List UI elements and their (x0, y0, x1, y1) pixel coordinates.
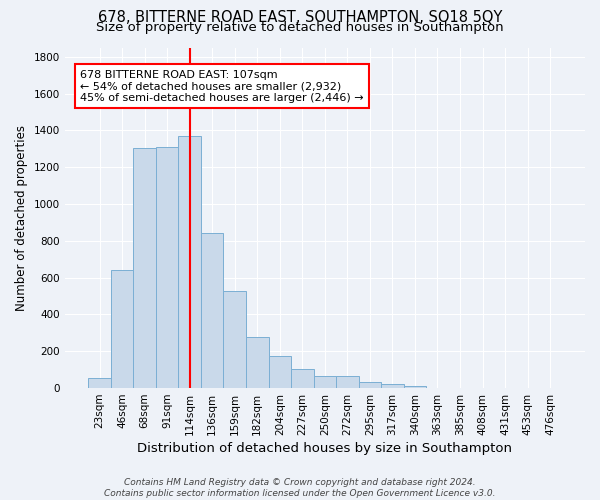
Bar (88, 378, 111, 388)
Text: 678 BITTERNE ROAD EAST: 107sqm
← 54% of detached houses are smaller (2,932)
45% : 678 BITTERNE ROAD EAST: 107sqm ← 54% of … (80, 70, 364, 103)
Bar (359, 382, 381, 388)
Bar (111, 270, 133, 388)
Y-axis label: Number of detached properties: Number of detached properties (15, 125, 28, 311)
Bar (133, 148, 156, 388)
Bar (336, 376, 359, 388)
Text: Contains HM Land Registry data © Crown copyright and database right 2024.
Contai: Contains HM Land Registry data © Crown c… (104, 478, 496, 498)
Bar (246, 338, 269, 388)
Text: 678, BITTERNE ROAD EAST, SOUTHAMPTON, SO18 5QY: 678, BITTERNE ROAD EAST, SOUTHAMPTON, SO… (98, 10, 502, 25)
Bar (269, 356, 291, 388)
Bar (381, 384, 404, 388)
Bar (404, 386, 426, 388)
Text: Size of property relative to detached houses in Southampton: Size of property relative to detached ho… (96, 22, 504, 35)
X-axis label: Distribution of detached houses by size in Southampton: Distribution of detached houses by size … (137, 442, 512, 455)
Bar (223, 292, 246, 388)
Bar (178, 136, 201, 388)
Bar (291, 368, 314, 388)
Bar (156, 147, 178, 388)
Bar (201, 234, 223, 388)
Bar (314, 376, 336, 388)
